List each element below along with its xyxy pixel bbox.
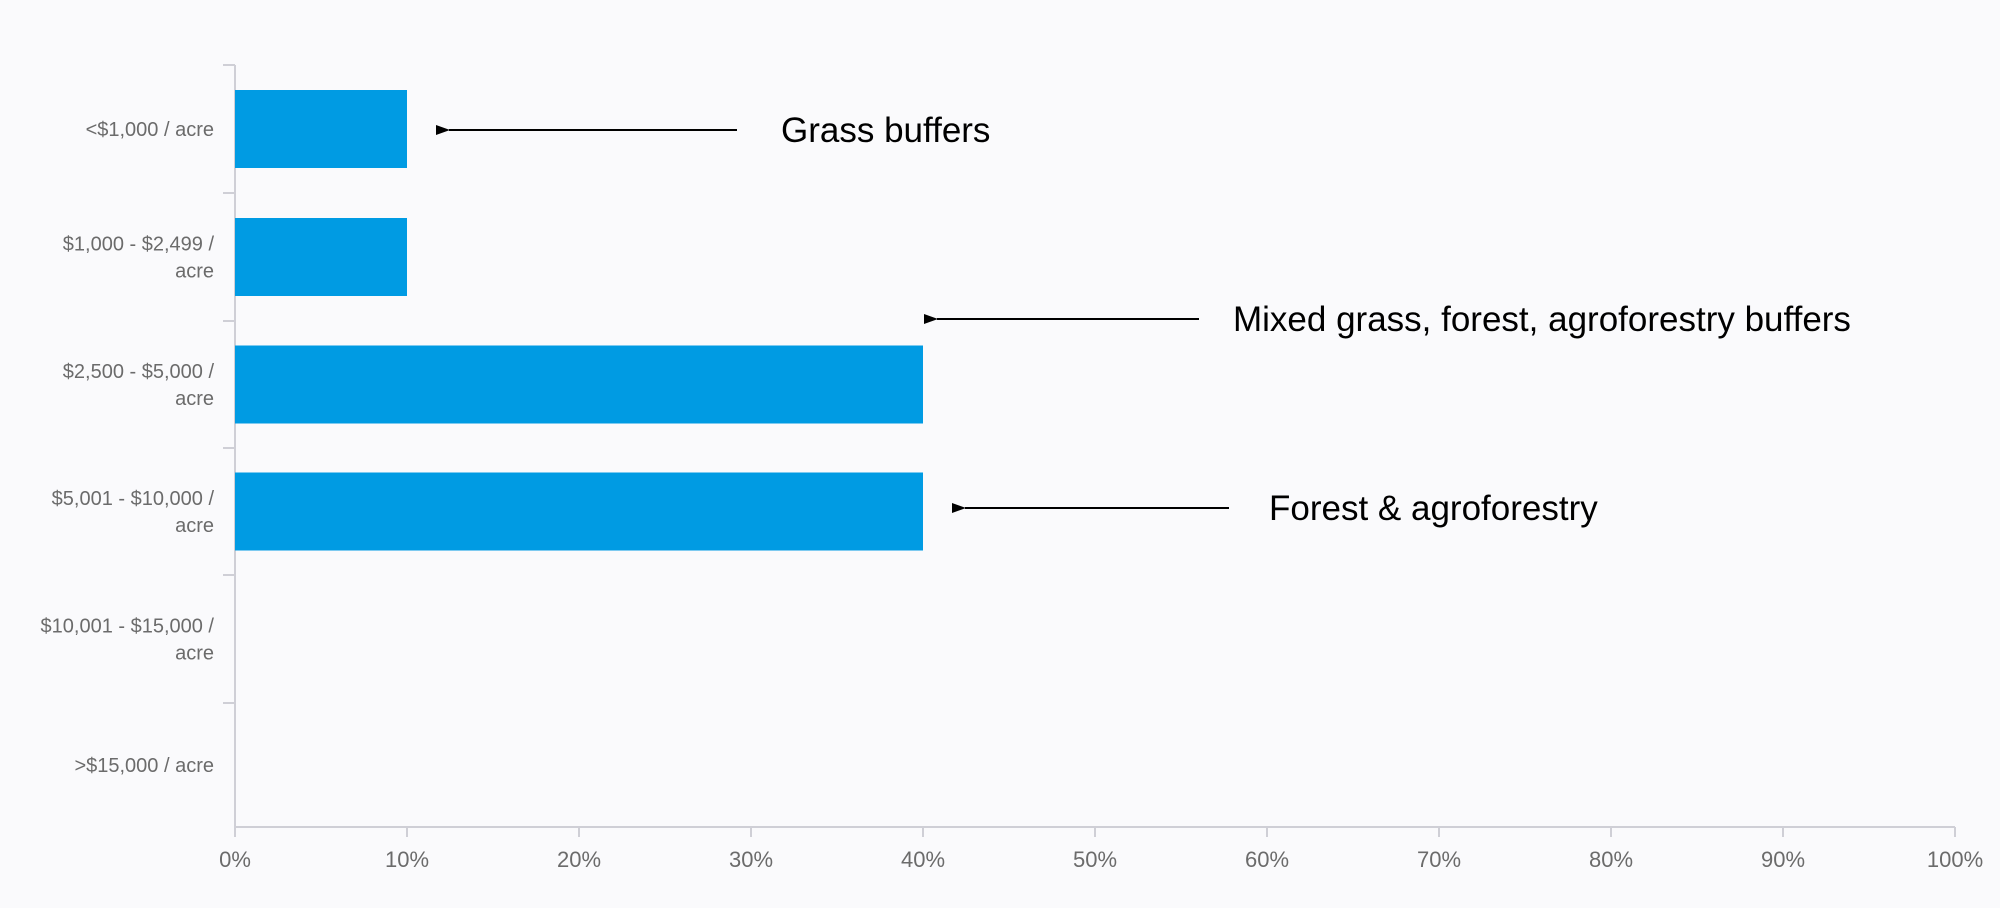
x-tick-label: 80% bbox=[1589, 847, 1633, 872]
x-tick-label: 60% bbox=[1245, 847, 1289, 872]
bar bbox=[235, 472, 923, 551]
x-tick-label: 40% bbox=[901, 847, 945, 872]
bar bbox=[235, 90, 407, 168]
x-tick-label: 70% bbox=[1417, 847, 1461, 872]
bar bbox=[235, 345, 923, 424]
x-tick-label: 50% bbox=[1073, 847, 1117, 872]
category-label: $10,001 - $15,000 / bbox=[41, 616, 215, 638]
annotation-label: Mixed grass, forest, agroforestry buffer… bbox=[1233, 300, 1851, 339]
category-label: acre bbox=[175, 261, 214, 283]
category-label: $2,500 - $5,000 / bbox=[63, 361, 215, 383]
x-tick-label: 0% bbox=[219, 847, 251, 872]
annotation-label: Forest & agroforestry bbox=[1269, 489, 1598, 528]
category-label: acre bbox=[175, 643, 214, 665]
category-label: $1,000 - $2,499 / bbox=[63, 234, 215, 256]
category-label: <$1,000 / acre bbox=[86, 119, 214, 141]
x-tick-label: 90% bbox=[1761, 847, 1805, 872]
category-label: $5,001 - $10,000 / bbox=[52, 488, 215, 510]
x-tick-label: 10% bbox=[385, 847, 429, 872]
category-label: acre bbox=[175, 388, 214, 410]
category-label: acre bbox=[175, 515, 214, 537]
bar bbox=[235, 218, 407, 296]
x-tick-label: 100% bbox=[1927, 847, 1983, 872]
annotation-label: Grass buffers bbox=[781, 111, 990, 150]
x-tick-label: 20% bbox=[557, 847, 601, 872]
category-label: >$15,000 / acre bbox=[74, 755, 214, 777]
x-tick-label: 30% bbox=[729, 847, 773, 872]
